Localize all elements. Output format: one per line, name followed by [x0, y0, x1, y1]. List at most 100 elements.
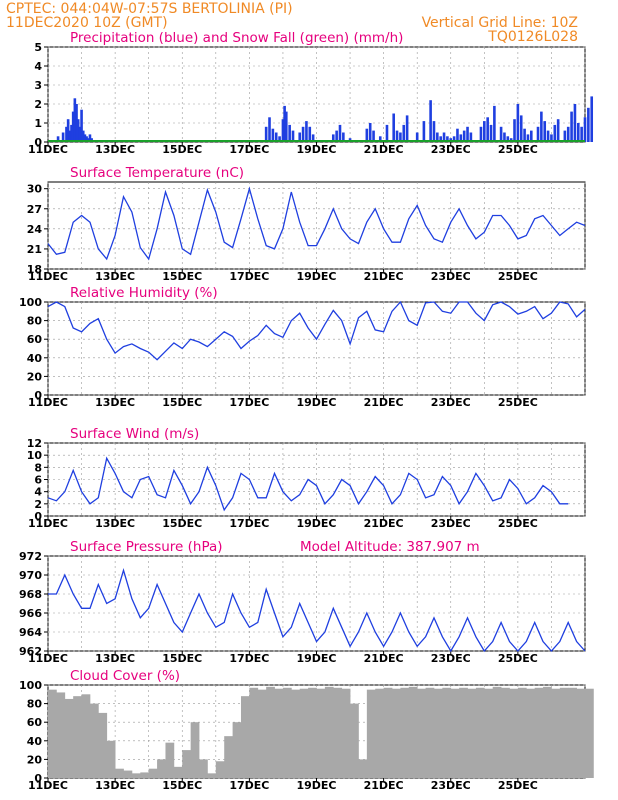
x-tick-label: 15DEC: [162, 396, 202, 409]
x-tick-label: 15DEC: [162, 652, 202, 665]
precip-bar: [493, 105, 496, 142]
series-line: [48, 568, 586, 653]
cloud-bar: [459, 687, 468, 778]
cloud-bar: [408, 686, 418, 778]
precip-bar: [395, 130, 399, 142]
cloud-bar: [517, 687, 527, 778]
x-tick-label: 17DEC: [229, 652, 269, 665]
panel-frame: [47, 181, 586, 270]
precip-bar: [439, 136, 442, 142]
y-tick-label: 40: [27, 352, 43, 365]
precip-bar: [479, 126, 483, 142]
panel-title: Surface Wind (m/s): [70, 426, 199, 442]
cloud-bar: [257, 689, 267, 778]
precip-bar: [556, 119, 560, 142]
x-tick-label: 21DEC: [364, 143, 404, 156]
cloud-bar: [392, 688, 401, 778]
y-tick-label: 4: [34, 486, 42, 499]
x-tick-label: 25DEC: [498, 143, 538, 156]
cloud-bar: [89, 703, 99, 778]
precip-bar: [570, 111, 573, 142]
cloud-bar: [559, 687, 569, 778]
cloud-bar: [215, 761, 225, 778]
cloud-bar: [148, 768, 158, 778]
precip-bar: [432, 121, 436, 142]
precip-bar: [536, 126, 540, 142]
y-tick-label: 20: [27, 370, 43, 383]
x-tick-label: 19DEC: [296, 652, 336, 665]
y-tick-label: 5: [34, 41, 42, 54]
x-tick-label: 11DEC: [28, 517, 68, 530]
precip-bar: [422, 121, 426, 142]
y-tick-label: 0: [34, 136, 42, 149]
y-tick-label: 1: [34, 117, 42, 130]
y-tick-label: 12: [27, 437, 42, 450]
y-tick-label: 972: [19, 550, 42, 563]
precip-bar: [415, 132, 419, 142]
precip-bar: [462, 130, 466, 142]
precip-bar: [546, 130, 550, 142]
precip-bar: [284, 111, 288, 142]
precip-bar: [85, 136, 88, 142]
cloud-bar: [383, 687, 393, 778]
cloud-bar: [249, 687, 259, 778]
cloud-bar: [282, 687, 292, 778]
cloud-bar: [199, 759, 208, 778]
precip-bar: [56, 136, 60, 142]
x-tick-label: 25DEC: [498, 270, 538, 283]
altitude-annotation: Model Altitude: 387.907 m: [300, 539, 480, 555]
precip-bar: [456, 128, 459, 142]
cloud-bar: [224, 736, 233, 778]
y-tick-label: 40: [27, 735, 43, 748]
precip-bar: [503, 132, 506, 142]
precip-bar: [402, 124, 406, 142]
cloud-bar: [568, 687, 577, 778]
cloud-bar: [526, 688, 536, 778]
cloud-bar: [308, 687, 317, 778]
y-tick-label: 21: [27, 243, 42, 256]
y-tick-label: 60: [27, 333, 43, 346]
precip-bar: [80, 109, 83, 142]
x-tick-label: 13DEC: [95, 270, 135, 283]
x-tick-label: 11DEC: [28, 396, 68, 409]
panel-title: Precipitation (blue) and Snow Fall (gree…: [70, 30, 403, 46]
precip-bar: [88, 134, 92, 142]
y-tick-label: 966: [19, 607, 42, 620]
precip-bar: [271, 128, 275, 142]
precip-bar: [543, 121, 547, 142]
precip-bar: [73, 98, 77, 142]
cloud-bar: [48, 689, 57, 778]
precip-bar: [66, 119, 70, 142]
precip-bar: [573, 104, 577, 142]
precip-bar: [563, 130, 567, 142]
precip-bar: [385, 124, 389, 142]
precip-bar: [71, 111, 75, 142]
x-tick-label: 15DEC: [162, 779, 202, 792]
x-tick-label: 23DEC: [431, 270, 471, 283]
x-tick-label: 13DEC: [95, 396, 135, 409]
x-tick-label: 13DEC: [95, 517, 135, 530]
y-tick-label: 100: [19, 679, 42, 692]
precip-bar: [278, 136, 281, 142]
precip-bar: [372, 130, 375, 142]
cloud-bar: [467, 688, 477, 778]
cloud-bar: [182, 750, 192, 778]
x-tick-label: 23DEC: [431, 652, 471, 665]
series-line: [47, 300, 586, 361]
y-tick-label: 27: [27, 203, 42, 216]
precip-bar: [308, 126, 312, 142]
cloud-bar: [123, 770, 133, 778]
precip-bar: [583, 117, 587, 142]
precip-bar: [405, 115, 409, 142]
x-tick-label: 21DEC: [364, 396, 404, 409]
cloud-bar: [501, 687, 510, 778]
cloud-bar: [266, 686, 275, 778]
cloud-bar: [433, 688, 443, 778]
y-tick-label: 10: [27, 449, 43, 462]
y-tick-label: 0: [34, 772, 42, 785]
precip-bar: [283, 105, 286, 142]
precip-bar: [466, 126, 469, 142]
cloud-bar: [81, 694, 91, 778]
precip-bar: [301, 126, 305, 142]
